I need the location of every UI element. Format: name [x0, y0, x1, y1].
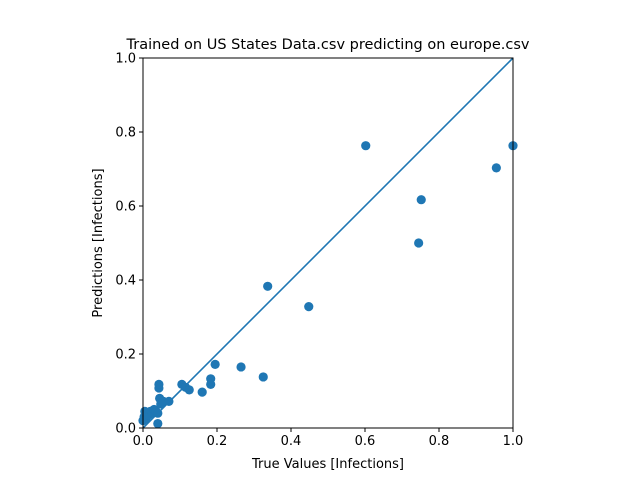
scatter-point: [153, 418, 163, 429]
x-tick-label: 0.6: [355, 434, 376, 449]
chart-title: Trained on US States Data.csv predicting…: [126, 37, 530, 53]
scatter-point: [491, 163, 501, 173]
scatter-point: [197, 387, 207, 397]
scatter-point: [184, 385, 194, 395]
scatter-point: [361, 141, 371, 151]
x-tick-label: 0.2: [207, 434, 228, 449]
scatter-point: [236, 362, 246, 372]
scatter-point: [416, 195, 426, 205]
y-tick-label: 0.8: [115, 126, 136, 141]
x-tick-label: 1.0: [503, 434, 524, 449]
scatter-point: [258, 372, 268, 382]
scatter-point: [304, 302, 314, 312]
x-tick-label: 0.4: [281, 434, 302, 449]
y-tick-label: 1.0: [115, 52, 136, 67]
y-axis-label: Predictions [Infections]: [91, 168, 106, 317]
y-tick-label: 0.4: [115, 274, 136, 289]
scatter-point: [153, 408, 163, 418]
x-tick-label: 0.0: [133, 434, 154, 449]
axes-frame: [142, 57, 514, 429]
plot-area: [138, 57, 518, 429]
reference-line: [142, 57, 514, 429]
scatter-point: [164, 396, 174, 406]
x-tick-label: 0.8: [429, 434, 450, 449]
y-tick-label: 0.6: [115, 200, 136, 215]
y-tick-label: 0.2: [115, 348, 136, 363]
y-tick-label: 0.0: [115, 422, 136, 437]
scatter-point: [206, 379, 216, 389]
x-axis-label: True Values [Infections]: [251, 457, 404, 472]
x-axis: 0.0 0.2 0.4 0.6 0.8 1.0: [133, 428, 524, 449]
points-layer: [138, 141, 518, 429]
scatter-point: [263, 281, 273, 291]
scatter-point: [154, 379, 164, 389]
y-axis: 0.0 0.2 0.4 0.6 0.8 1.0: [115, 52, 143, 437]
reference-line-layer: [142, 57, 514, 429]
scatter-point: [210, 359, 220, 369]
scatter-point: [414, 238, 424, 248]
